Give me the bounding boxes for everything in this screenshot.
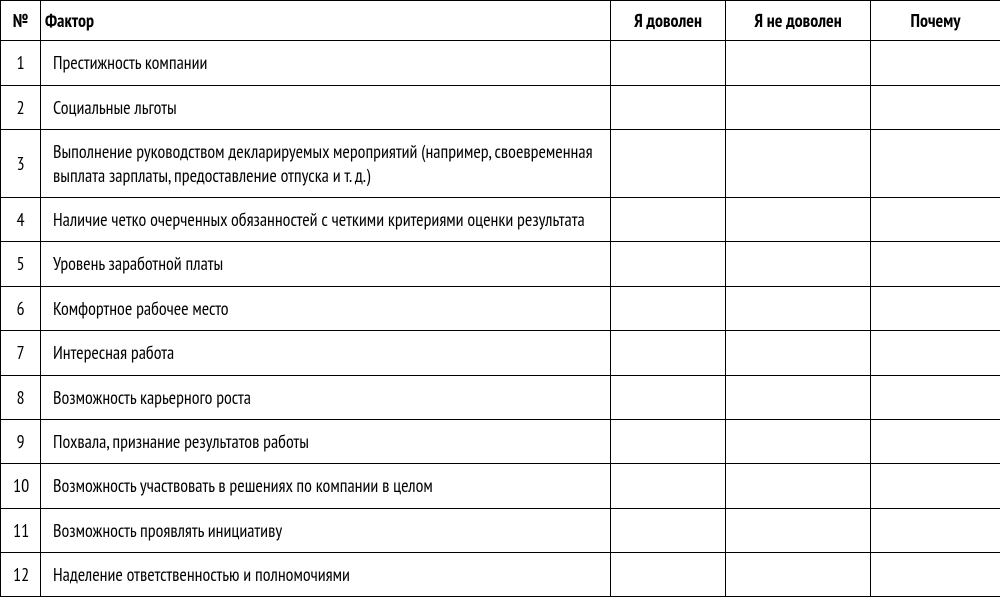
cell-satisfied	[611, 464, 726, 508]
cell-satisfied	[611, 553, 726, 597]
header-why: Почему	[871, 1, 1000, 41]
cell-factor: Интересная работа	[41, 331, 611, 375]
cell-unsatisfied	[726, 242, 871, 286]
satisfaction-table: № Фактор Я доволен Я не доволен Почему 1…	[0, 0, 1000, 597]
table-row: 7 Интересная работа	[1, 331, 1000, 375]
header-satisfied: Я доволен	[611, 1, 726, 41]
cell-why	[871, 130, 1000, 198]
cell-unsatisfied	[726, 331, 871, 375]
cell-why	[871, 85, 1000, 129]
table-row: 10 Возможность участвовать в решениях по…	[1, 464, 1000, 508]
header-row: № Фактор Я доволен Я не доволен Почему	[1, 1, 1000, 41]
table-header: № Фактор Я доволен Я не доволен Почему	[1, 1, 1000, 41]
cell-factor: Наличие четко очерченных обязанностей с …	[41, 197, 611, 241]
table-body: 1 Престижность компании 2 Социальные льг…	[1, 41, 1000, 597]
cell-satisfied	[611, 419, 726, 463]
cell-unsatisfied	[726, 553, 871, 597]
cell-satisfied	[611, 286, 726, 330]
cell-num: 12	[1, 553, 41, 597]
cell-why	[871, 331, 1000, 375]
cell-unsatisfied	[726, 464, 871, 508]
cell-num: 4	[1, 197, 41, 241]
table-row: 5 Уровень заработной платы	[1, 242, 1000, 286]
cell-unsatisfied	[726, 130, 871, 198]
cell-unsatisfied	[726, 286, 871, 330]
cell-why	[871, 464, 1000, 508]
cell-unsatisfied	[726, 85, 871, 129]
cell-why	[871, 375, 1000, 419]
cell-why	[871, 242, 1000, 286]
cell-unsatisfied	[726, 375, 871, 419]
cell-why	[871, 419, 1000, 463]
cell-satisfied	[611, 242, 726, 286]
table-row: 2 Социальные льготы	[1, 85, 1000, 129]
table-row: 1 Престижность компании	[1, 41, 1000, 85]
cell-factor: Возможность проявлять инициативу	[41, 508, 611, 552]
header-num: №	[1, 1, 41, 41]
cell-satisfied	[611, 41, 726, 85]
cell-num: 8	[1, 375, 41, 419]
table-row: 6 Комфортное рабочее место	[1, 286, 1000, 330]
cell-factor: Возможность карьерного роста	[41, 375, 611, 419]
table-row: 8 Возможность карьерного роста	[1, 375, 1000, 419]
cell-factor: Возможность участвовать в решениях по ко…	[41, 464, 611, 508]
cell-why	[871, 197, 1000, 241]
cell-num: 9	[1, 419, 41, 463]
cell-num: 7	[1, 331, 41, 375]
cell-num: 11	[1, 508, 41, 552]
cell-unsatisfied	[726, 508, 871, 552]
cell-why	[871, 508, 1000, 552]
table-row: 9 Похвала, признание результатов работы	[1, 419, 1000, 463]
cell-satisfied	[611, 375, 726, 419]
cell-factor: Выполнение руководством декларируемых ме…	[41, 130, 611, 198]
cell-num: 3	[1, 130, 41, 198]
header-factor: Фактор	[41, 1, 611, 41]
cell-unsatisfied	[726, 197, 871, 241]
cell-factor: Социальные льготы	[41, 85, 611, 129]
table-row: 3 Выполнение руководством декларируемых …	[1, 130, 1000, 198]
cell-unsatisfied	[726, 41, 871, 85]
cell-factor: Престижность компании	[41, 41, 611, 85]
cell-num: 10	[1, 464, 41, 508]
table-row: 12 Наделение ответственностью и полномоч…	[1, 553, 1000, 597]
cell-factor: Похвала, признание результатов работы	[41, 419, 611, 463]
table-row: 11 Возможность проявлять инициативу	[1, 508, 1000, 552]
cell-satisfied	[611, 508, 726, 552]
cell-factor: Уровень заработной платы	[41, 242, 611, 286]
cell-num: 2	[1, 85, 41, 129]
header-unsatisfied: Я не доволен	[726, 1, 871, 41]
cell-why	[871, 286, 1000, 330]
cell-factor: Наделение ответственностью и полномочиям…	[41, 553, 611, 597]
cell-why	[871, 41, 1000, 85]
table-row: 4 Наличие четко очерченных обязанностей …	[1, 197, 1000, 241]
cell-satisfied	[611, 85, 726, 129]
cell-satisfied	[611, 197, 726, 241]
cell-why	[871, 553, 1000, 597]
cell-num: 6	[1, 286, 41, 330]
cell-satisfied	[611, 331, 726, 375]
cell-num: 5	[1, 242, 41, 286]
cell-satisfied	[611, 130, 726, 198]
cell-unsatisfied	[726, 419, 871, 463]
cell-num: 1	[1, 41, 41, 85]
cell-factor: Комфортное рабочее место	[41, 286, 611, 330]
